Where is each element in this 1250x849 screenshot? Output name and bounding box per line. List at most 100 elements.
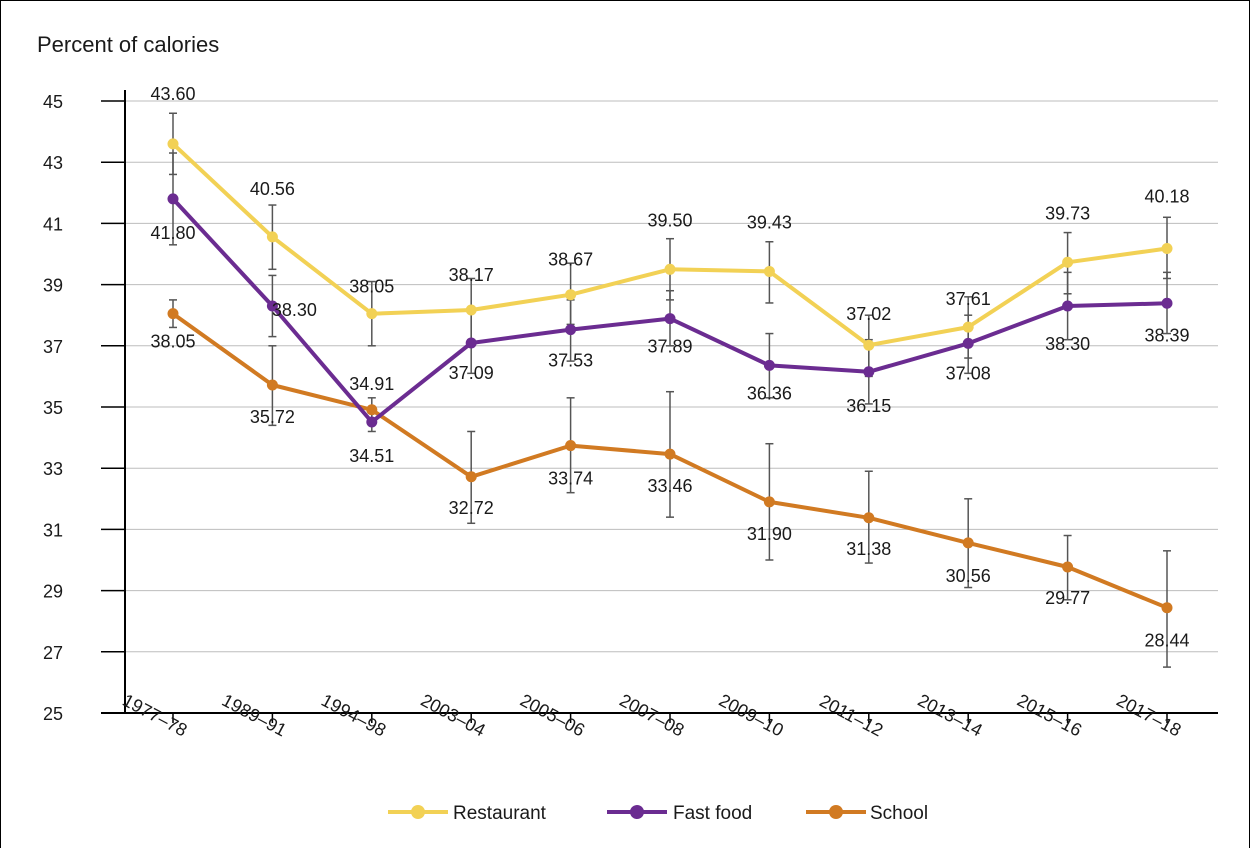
y-tick-label: 29	[43, 582, 63, 602]
data-point-school	[863, 512, 875, 524]
x-tick-label: 2003–04	[417, 690, 488, 741]
x-tick-label: 2007–08	[616, 690, 687, 741]
legend-label: Restaurant	[453, 803, 547, 824]
data-label-fast-food: 36.15	[846, 396, 891, 416]
data-label-fast-food: 34.51	[349, 446, 394, 466]
data-point-restaurant	[565, 289, 577, 301]
data-point-fast-food	[863, 366, 875, 378]
data-label-school: 30.56	[946, 566, 991, 586]
y-tick-label: 27	[43, 643, 63, 663]
data-point-school	[1062, 561, 1074, 573]
data-point-restaurant	[962, 321, 974, 333]
y-axis-label: Percent of calories	[37, 32, 219, 57]
data-label-restaurant: 39.43	[747, 212, 792, 232]
data-label-school: 31.38	[846, 539, 891, 559]
data-point-school	[763, 496, 775, 508]
data-label-fast-food: 38.30	[1045, 334, 1090, 354]
error-bars	[169, 112, 1171, 668]
y-tick-label: 31	[43, 520, 63, 540]
x-tick-label: 1977–78	[119, 690, 190, 741]
data-label-fast-food: 38.30	[272, 300, 317, 320]
data-label-fast-food: 37.89	[647, 337, 692, 357]
data-label-fast-food: 37.53	[548, 351, 593, 371]
data-point-fast-food	[664, 313, 676, 325]
legend-swatch-marker	[411, 805, 425, 819]
legend-swatch-marker	[630, 805, 644, 819]
legend-label: School	[870, 803, 928, 824]
data-label-restaurant: 39.50	[647, 210, 692, 230]
x-tick-label: 2017–18	[1113, 690, 1184, 741]
data-label-restaurant: 38.17	[449, 265, 494, 285]
x-tick-label: 2009–10	[716, 690, 787, 741]
data-label-restaurant: 38.05	[349, 277, 394, 297]
data-point-restaurant	[1161, 242, 1173, 254]
data-label-school: 32.72	[449, 498, 494, 518]
data-point-fast-food	[465, 337, 477, 349]
data-label-fast-food: 37.09	[449, 363, 494, 383]
data-point-fast-food	[1161, 297, 1173, 309]
data-point-fast-food	[565, 324, 577, 336]
data-point-school	[565, 440, 577, 452]
data-label-school: 31.90	[747, 524, 792, 544]
x-tick-label: 1994–98	[318, 690, 389, 741]
data-point-restaurant	[167, 138, 179, 150]
data-point-restaurant	[366, 308, 378, 320]
data-point-restaurant	[266, 231, 278, 243]
y-tick-label: 25	[43, 704, 63, 724]
legend-swatch-marker	[829, 805, 843, 819]
data-label-school: 34.91	[349, 374, 394, 394]
y-tick-label: 41	[43, 214, 63, 234]
data-point-fast-food	[167, 193, 179, 205]
y-tick-label: 39	[43, 276, 63, 296]
data-point-restaurant	[763, 265, 775, 277]
data-point-fast-food	[763, 359, 775, 371]
y-tick-label: 33	[43, 459, 63, 479]
data-label-fast-food: 36.36	[747, 383, 792, 403]
data-label-restaurant: 43.60	[150, 84, 195, 104]
data-point-fast-food	[266, 300, 278, 312]
data-label-restaurant: 37.02	[846, 304, 891, 324]
data-point-fast-food	[962, 337, 974, 349]
data-point-school	[366, 404, 378, 416]
x-tick-label: 2011–12	[816, 691, 886, 741]
x-tick-label: 2013–14	[914, 690, 985, 741]
data-label-school: 33.74	[548, 469, 593, 489]
data-label-school: 33.46	[647, 476, 692, 496]
data-point-restaurant	[664, 263, 676, 275]
data-point-fast-food	[366, 416, 378, 428]
data-label-restaurant: 40.56	[250, 179, 295, 199]
data-point-restaurant	[1062, 256, 1074, 268]
data-point-school	[465, 471, 477, 483]
data-points	[167, 138, 1173, 614]
y-tick-label: 35	[43, 398, 63, 418]
data-label-restaurant: 38.67	[548, 250, 593, 270]
legend: Restaurant Fast food School	[388, 803, 928, 824]
data-label-school: 38.05	[150, 332, 195, 352]
data-label-restaurant: 39.73	[1045, 203, 1090, 223]
y-tick-label: 37	[43, 337, 63, 357]
y-tick-label: 45	[43, 92, 63, 112]
data-point-school	[167, 308, 179, 320]
data-label-fast-food: 37.08	[946, 363, 991, 383]
legend-label: Fast food	[673, 803, 752, 824]
data-point-restaurant	[863, 339, 875, 351]
data-label-school: 29.77	[1045, 588, 1090, 608]
data-label-fast-food: 41.80	[150, 223, 195, 243]
y-tick-label: 43	[43, 153, 63, 173]
data-point-school	[266, 379, 278, 391]
x-tick-label: 2005–06	[517, 690, 588, 741]
data-point-restaurant	[465, 304, 477, 316]
data-point-fast-food	[1062, 300, 1074, 312]
data-point-school	[1161, 602, 1173, 614]
y-tick-labels: 25 27 29 31 33 35 37 39 41 43 45	[43, 92, 63, 724]
data-labels: 43.60 40.56 38.05 38.17 38.67 39.50 39.43 37.02…	[150, 84, 1189, 651]
data-label-school: 28.44	[1144, 631, 1189, 651]
data-label-fast-food: 38.39	[1144, 325, 1189, 345]
x-tick-labels: 1977–78 1989–91 1994–98 2003–04 2005–06 2007–…	[119, 690, 1184, 741]
data-label-restaurant: 37.61	[946, 289, 991, 309]
x-tick-label: 1989–91	[219, 690, 290, 741]
axes	[101, 90, 1218, 723]
data-label-restaurant: 40.18	[1144, 186, 1189, 206]
x-tick-label: 2015–16	[1014, 690, 1085, 741]
